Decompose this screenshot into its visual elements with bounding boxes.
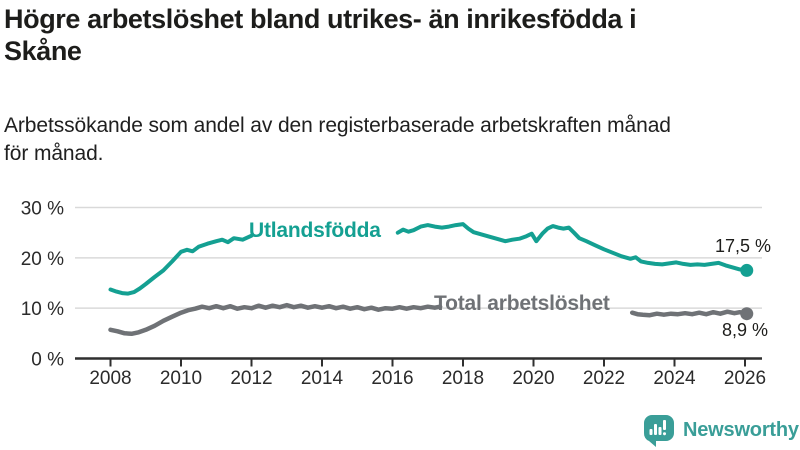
y-tick-label: 30 % bbox=[21, 199, 64, 220]
x-tick-label: 2012 bbox=[230, 368, 272, 389]
x-tick-label: 2026 bbox=[724, 368, 766, 389]
y-tick-label: 20 % bbox=[21, 249, 64, 270]
x-tick-label: 2018 bbox=[442, 368, 484, 389]
series-end-dot-0 bbox=[740, 263, 754, 277]
x-tick-label: 2020 bbox=[512, 368, 554, 389]
speech-bubble-bar-chart-icon bbox=[643, 415, 674, 447]
newsworthy-logo-text: Newsworthy bbox=[683, 418, 799, 441]
series-label-total-arbetsloshet: Total arbetslöshet bbox=[434, 292, 610, 315]
end-value-label-total: 8,9 % bbox=[721, 320, 768, 340]
y-tick-label: 10 % bbox=[21, 299, 64, 320]
series-line-0 bbox=[395, 222, 749, 273]
series-line-1 bbox=[629, 309, 750, 318]
series-line-0 bbox=[108, 233, 254, 296]
series-label-utlandsfodda: Utlandsfödda bbox=[249, 219, 381, 242]
series-end-dot-1 bbox=[740, 307, 754, 321]
x-tick-label: 2014 bbox=[301, 368, 344, 389]
x-tick-label: 2008 bbox=[89, 368, 131, 389]
newsworthy-logo: Newsworthy bbox=[642, 413, 799, 447]
series-line-1 bbox=[108, 302, 443, 337]
y-tick-label: 0 % bbox=[31, 350, 64, 371]
x-tick-label: 2010 bbox=[160, 368, 202, 389]
page-subtitle: Arbetssökande som andel av den registerb… bbox=[4, 114, 671, 165]
page-title: Högre arbetslöshet bland utrikes- än inr… bbox=[4, 4, 637, 66]
x-tick-label: 2016 bbox=[371, 368, 413, 389]
x-tick-label: 2024 bbox=[653, 368, 696, 389]
x-tick-label: 2022 bbox=[583, 368, 625, 389]
end-value-label-utlandsfodda: 17,5 % bbox=[714, 236, 771, 256]
